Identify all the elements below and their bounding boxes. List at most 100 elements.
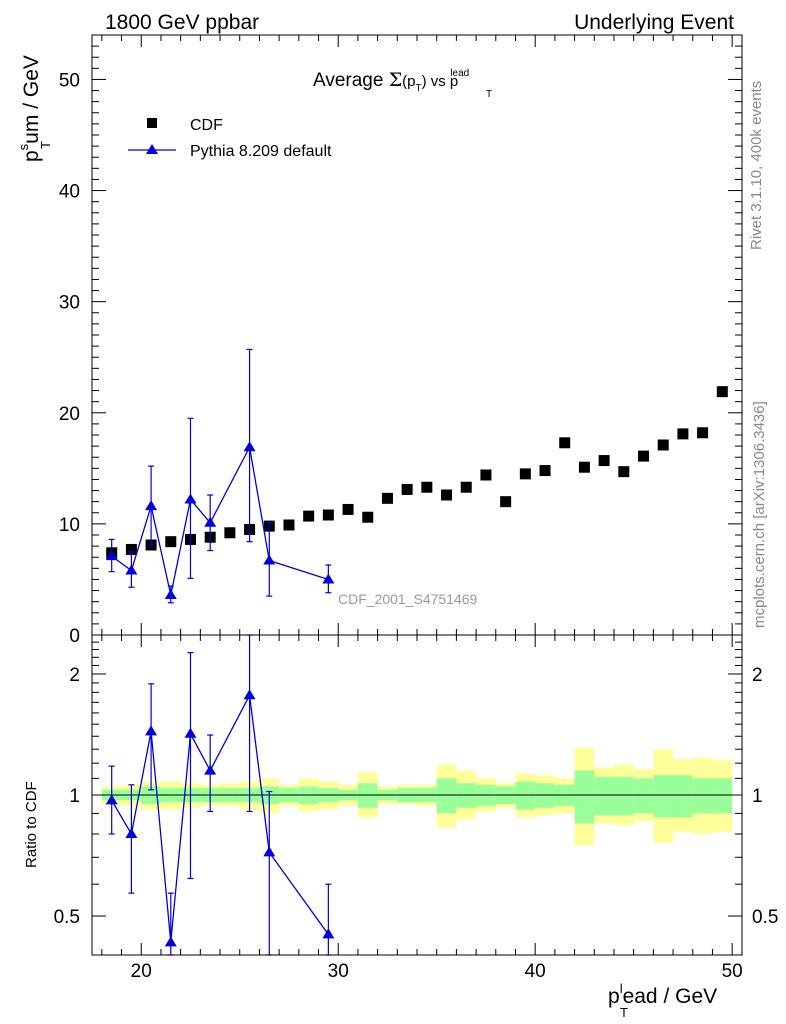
svg-text:psum / GeV: psum / GeV — [16, 55, 43, 162]
x-tick-label: 20 — [131, 961, 152, 982]
data-point — [381, 492, 393, 504]
data-point — [204, 516, 217, 527]
ylabel-rest: um / GeV — [20, 55, 43, 144]
data-point — [164, 589, 177, 599]
svg-text:plead / GeV: plead / GeV — [608, 981, 717, 1008]
legend: CDF Pythia 8.209 default — [128, 117, 332, 160]
data-point — [263, 554, 276, 565]
data-point — [677, 428, 689, 440]
title-t-sub-2: T — [486, 89, 492, 100]
xlabel-t-sub: T — [620, 1005, 628, 1020]
data-point — [322, 928, 335, 939]
watermark: CDF_2001_S4751469 — [338, 591, 478, 607]
band-inner — [613, 776, 634, 816]
title-vs: vs p — [427, 73, 459, 90]
ratio-bands-layer — [92, 747, 742, 846]
header-left: 1800 GeV ppbar — [105, 11, 259, 34]
y-tick-label-right: 0.5 — [752, 907, 778, 928]
y-tick-label: 0.5 — [54, 907, 80, 928]
data-point — [401, 483, 413, 495]
band-inner — [515, 781, 536, 810]
y-tick-label: 10 — [59, 515, 80, 536]
data-point — [165, 536, 177, 548]
data-point — [184, 493, 197, 504]
main-title: Average Σ(pT) vs plead — [313, 68, 469, 94]
data-point — [559, 437, 571, 449]
data-point — [243, 689, 256, 700]
data-point — [362, 511, 374, 523]
data-point — [105, 794, 118, 805]
legend-label-cdf: CDF — [190, 117, 223, 134]
data-point — [322, 509, 334, 521]
data-point — [243, 441, 256, 452]
data-point — [322, 573, 335, 584]
band-inner — [653, 775, 674, 818]
data-point — [519, 468, 531, 480]
ylabel-t-sub: T — [38, 141, 53, 149]
y-tick-label-right: 2 — [752, 665, 763, 686]
ylabel-p: p — [20, 150, 43, 162]
data-point — [303, 510, 315, 522]
data-point — [145, 725, 158, 736]
ratio-data-layer — [105, 634, 335, 956]
data-point — [125, 543, 137, 555]
mcplots-label: mcplots.cern.ch [arXiv:1306.3436] — [751, 401, 768, 628]
data-point — [421, 481, 433, 493]
title-t-sub: T — [415, 83, 421, 94]
title-prefix: Average — [313, 70, 389, 91]
x-tick-label: 30 — [328, 961, 349, 982]
data-point — [460, 481, 472, 493]
legend-marker-pythia — [146, 144, 158, 154]
legend-label-pythia: Pythia 8.209 default — [190, 143, 332, 160]
y-tick-label: 30 — [59, 293, 80, 314]
band-inner — [574, 770, 595, 824]
band-inner — [633, 778, 654, 814]
y-tick-label: 1 — [69, 786, 80, 807]
ratio-axes-layer: 20 30 40 50 0.5 0.5 1 1 2 2 — [54, 634, 778, 982]
data-point — [145, 500, 158, 511]
x-tick-label: 40 — [525, 961, 546, 982]
title-pt-close: ) — [422, 73, 427, 90]
data-point — [342, 503, 354, 515]
series-line — [111, 445, 329, 596]
data-point — [125, 564, 138, 575]
data-point — [184, 727, 197, 738]
title-pt-open: (p — [402, 73, 415, 90]
rivet-label: Rivet 3.1.10, 400k events — [748, 81, 765, 250]
data-point — [441, 489, 453, 501]
data-point — [125, 827, 138, 838]
ratio-ylabel: Ratio to CDF — [23, 781, 40, 868]
main-ylabel: psum / GeV T — [16, 55, 53, 162]
data-point — [263, 846, 276, 857]
band-inner — [436, 778, 457, 814]
ratio-xlabel: plead / GeV T — [608, 981, 717, 1020]
y-tick-label: 50 — [59, 70, 80, 91]
y-tick-label: 2 — [69, 665, 80, 686]
data-point — [618, 466, 630, 478]
ratio-panel: 20 30 40 50 0.5 0.5 1 1 2 2 Ratio to CDF plead / … — [23, 634, 778, 1020]
data-point — [657, 439, 669, 451]
title-lead-sup: lead — [450, 68, 469, 79]
y-tick-label: 40 — [59, 182, 80, 203]
xlabel-l-sup: l — [620, 981, 623, 996]
data-point — [578, 461, 590, 473]
data-point — [500, 496, 512, 508]
data-point — [204, 764, 217, 775]
x-tick-label: 50 — [722, 961, 743, 982]
main-axes-layer: 0 10 20 30 40 50 — [59, 34, 742, 647]
data-point — [480, 469, 492, 481]
band-inner — [712, 778, 733, 814]
data-point — [598, 455, 610, 467]
xlabel-rest: ead / GeV — [623, 985, 718, 1008]
band-inner — [594, 776, 614, 816]
data-point — [716, 386, 728, 398]
ratio-frame — [91, 634, 743, 956]
data-point — [697, 427, 709, 439]
data-point — [224, 527, 236, 539]
band-inner — [673, 775, 693, 818]
series-line — [111, 693, 329, 943]
header-right: Underlying Event — [574, 11, 734, 34]
data-point — [164, 936, 177, 947]
